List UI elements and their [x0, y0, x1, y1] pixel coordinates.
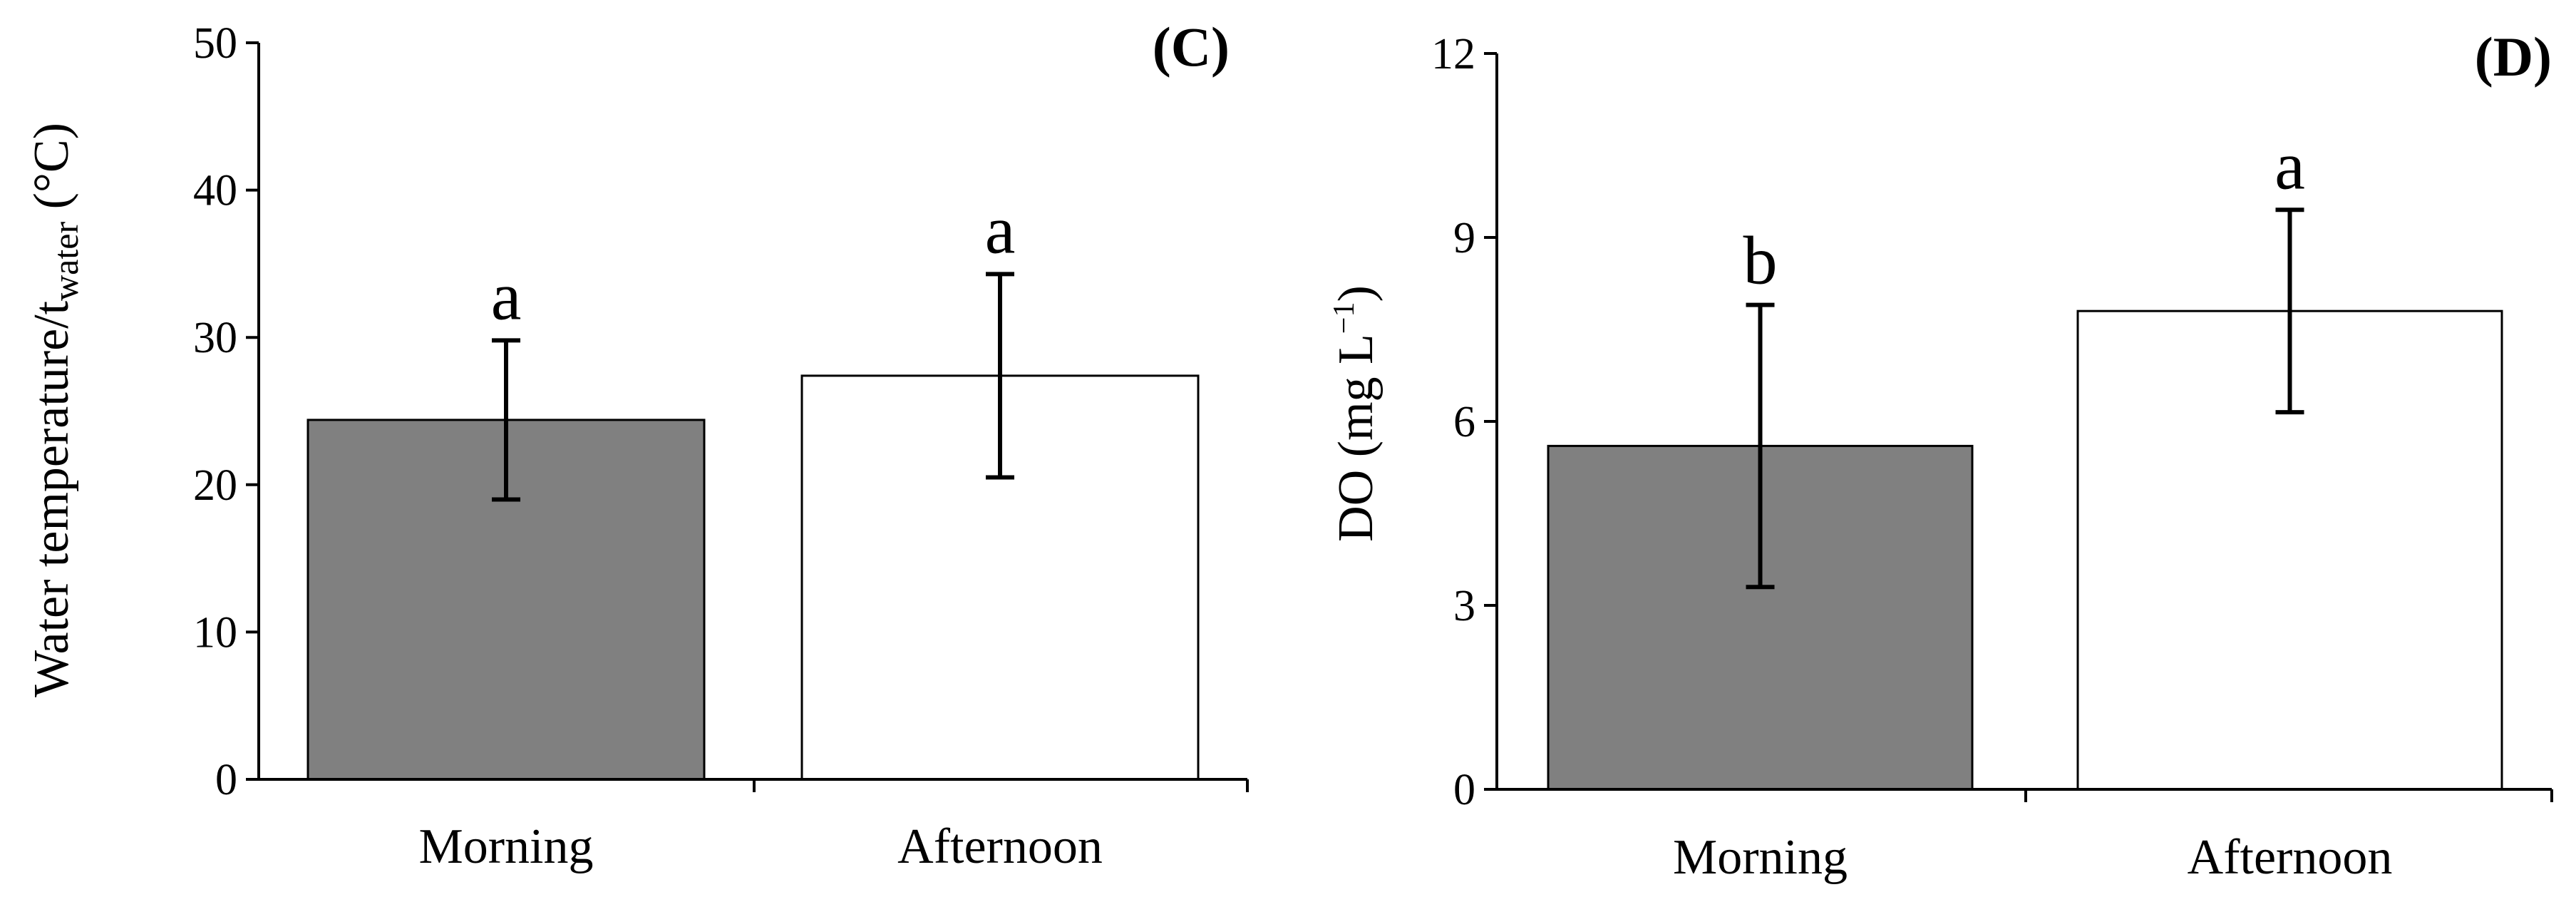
panel-d-y-tick-label: 3: [1453, 582, 1475, 630]
panel-d-significance-letter: b: [1743, 222, 1778, 299]
panel-c-category-label: Morning: [419, 819, 594, 874]
panel-d-category-label: Afternoon: [2188, 830, 2393, 885]
panel-c: 0 10 20 30 40 50 a Morning a Afternoon (C) Water…: [24, 16, 1249, 874]
panel-c-label: (C): [1153, 16, 1230, 78]
panel-d-y-tick-label: 12: [1431, 30, 1475, 78]
panel-c-y-tick-label: 30: [193, 314, 237, 362]
panel-d-y-tick-label: 6: [1453, 398, 1475, 446]
panel-c-significance-letter: a: [985, 191, 1016, 267]
panel-d-significance-letter: a: [2274, 127, 2305, 203]
panel-d-y-tick-label: 9: [1453, 214, 1475, 262]
panel-c-y-tick-label: 40: [193, 167, 237, 215]
panel-c-y-tick-label: 20: [193, 461, 237, 510]
panel-d-y-axis-label: DO (mg L−1): [1328, 285, 1384, 542]
panel-c-y-tick-label: 0: [215, 756, 237, 804]
panel-c-y-tick-label: 50: [193, 19, 237, 68]
panel-c-y-axis-label: Water temperature/twater (°C): [24, 123, 86, 697]
panel-d: 0 3 6 9 12 b Morning a Afternoon (D) DO (mg L−1…: [1328, 26, 2553, 885]
panel-d-label: (D): [2475, 26, 2552, 88]
panel-c-category-label: Afternoon: [897, 819, 1103, 874]
panel-d-category-label: Morning: [1673, 830, 1848, 885]
panel-d-y-tick-label: 0: [1453, 766, 1475, 814]
panel-c-significance-letter: a: [491, 257, 522, 334]
panel-c-y-tick-label: 10: [193, 608, 237, 657]
